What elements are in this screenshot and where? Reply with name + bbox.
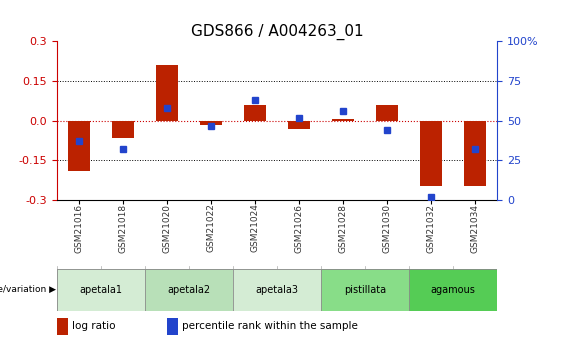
Bar [321,269,409,310]
Bar [68,121,89,171]
Text: GSM21030: GSM21030 [383,204,392,253]
Bar [199,121,221,125]
Text: GSM21020: GSM21020 [162,204,171,253]
Title: GDS866 / A004263_01: GDS866 / A004263_01 [190,24,363,40]
Text: agamous: agamous [431,285,476,295]
Bar [420,121,442,186]
Text: percentile rank within the sample: percentile rank within the sample [182,321,358,331]
Bar [332,119,354,121]
Bar [288,121,310,129]
Text: GSM21026: GSM21026 [294,204,303,253]
Bar [167,318,178,335]
Text: pistillata: pistillata [344,285,386,295]
Text: GSM21032: GSM21032 [427,204,436,253]
Bar [145,269,233,310]
Bar [376,105,398,121]
Text: GSM21034: GSM21034 [471,204,480,253]
Text: GSM21022: GSM21022 [206,204,215,253]
Text: apetala3: apetala3 [255,285,298,295]
Text: GSM21016: GSM21016 [74,204,83,253]
Text: apetala2: apetala2 [167,285,210,295]
Text: genotype/variation ▶: genotype/variation ▶ [0,285,55,294]
Bar [244,105,266,121]
Bar [56,318,68,335]
Bar [111,121,133,138]
Text: apetala1: apetala1 [79,285,122,295]
Bar [155,65,177,121]
Text: GSM21028: GSM21028 [338,204,347,253]
Bar [233,269,321,310]
Bar [464,121,486,186]
Bar [56,269,145,310]
Text: log ratio: log ratio [72,321,115,331]
Text: GSM21018: GSM21018 [118,204,127,253]
Text: GSM21024: GSM21024 [250,204,259,253]
Bar [409,269,497,310]
